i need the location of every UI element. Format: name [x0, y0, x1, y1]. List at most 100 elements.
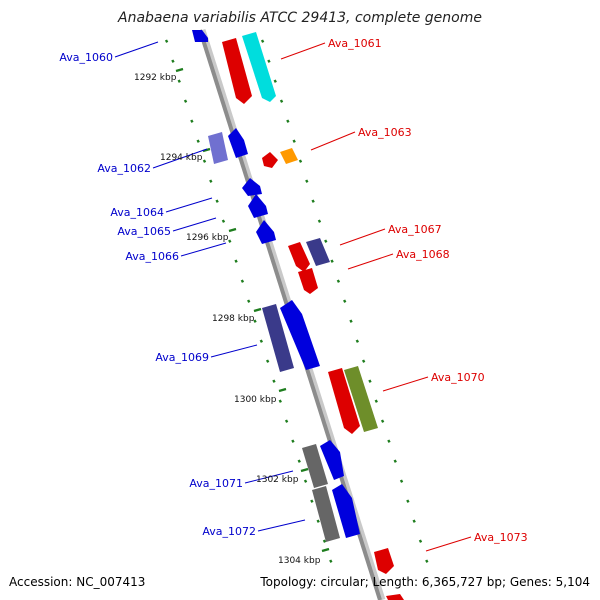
- gene-arrow[interactable]: [256, 220, 276, 244]
- gene-label[interactable]: Ava_1060: [59, 51, 113, 64]
- gene-arrow[interactable]: [242, 178, 262, 196]
- gene-arrow[interactable]: [306, 238, 330, 266]
- scale-tick: [253, 319, 257, 323]
- scale-tick: [336, 279, 341, 283]
- gene-label[interactable]: Ava_1062: [97, 162, 151, 175]
- scale-tick: [272, 379, 276, 383]
- gene-label[interactable]: Ava_1063: [358, 126, 412, 139]
- gene-label[interactable]: Ava_1073: [474, 531, 528, 544]
- gene-arrow[interactable]: [332, 484, 360, 538]
- gene-label[interactable]: Ava_1064: [110, 206, 164, 219]
- gene-arrow[interactable]: [280, 148, 298, 164]
- gene-arrow[interactable]: [262, 304, 294, 372]
- scale-tick: [240, 279, 245, 283]
- major-tick: [300, 467, 309, 473]
- scale-tick: [393, 459, 397, 463]
- scale-tick: [247, 299, 251, 303]
- gene-arrow[interactable]: [328, 368, 360, 434]
- scale-tick: [322, 539, 327, 543]
- gene-arrow[interactable]: [280, 300, 320, 370]
- scale-tick: [291, 439, 295, 443]
- scale-tick: [183, 99, 188, 103]
- scale-tick: [380, 419, 385, 423]
- leader-line: [180, 242, 227, 257]
- scale-tick: [355, 339, 360, 343]
- kbp-label: 1302 kbp: [256, 475, 299, 485]
- scale-tick: [260, 39, 265, 43]
- left-gene-labels: Ava_1060 Ava_1062 Ava_1064 Ava_1065 Ava_…: [59, 51, 256, 538]
- gene-label[interactable]: Ava_1069: [155, 351, 209, 364]
- gene-label[interactable]: Ava_1066: [125, 250, 179, 263]
- kbp-label: 1298 kbp: [212, 314, 255, 324]
- gene-arrow[interactable]: [248, 194, 268, 218]
- leader-line: [172, 217, 217, 232]
- gene-label[interactable]: Ava_1061: [328, 37, 382, 50]
- scale-tick: [279, 99, 284, 103]
- gene-arrow[interactable]: [344, 366, 378, 432]
- scale-tick: [330, 259, 334, 263]
- leader-line: [152, 148, 208, 169]
- scale-tick: [164, 39, 169, 43]
- genome-title: Anabaena variabilis ATCC 29413, complete…: [117, 10, 482, 26]
- scale-tick: [329, 559, 333, 563]
- scale-tick: [209, 179, 213, 183]
- scale-tick: [305, 179, 309, 183]
- gene-label[interactable]: Ava_1071: [189, 477, 243, 490]
- gene-arrow[interactable]: [312, 486, 340, 542]
- kbp-label: 1300 kbp: [234, 395, 277, 405]
- scale-tick: [190, 119, 194, 123]
- scale-tick: [418, 539, 423, 543]
- gene-arrow[interactable]: [302, 444, 328, 488]
- scale-tick: [215, 199, 219, 203]
- gene-arrow[interactable]: [320, 440, 344, 480]
- leader-line: [165, 197, 213, 213]
- scale-tick: [317, 219, 322, 223]
- gene-arrow[interactable]: [222, 38, 252, 104]
- scale-tick: [399, 479, 404, 483]
- scale-tick: [374, 399, 378, 403]
- gene-arrow[interactable]: [262, 152, 278, 168]
- scale-tick: [387, 439, 391, 443]
- scale-tick: [425, 559, 429, 563]
- gene-label[interactable]: Ava_1068: [396, 248, 450, 261]
- scale-tick: [177, 79, 181, 83]
- gene-arrows: [192, 30, 404, 600]
- gene-arrow[interactable]: [386, 594, 404, 600]
- scale-tick: [259, 339, 264, 343]
- gene-label[interactable]: Ava_1070: [431, 371, 485, 384]
- gene-arrow[interactable]: [288, 242, 310, 272]
- major-tick: [253, 307, 262, 313]
- scale-tick: [284, 419, 289, 423]
- scale-tick: [265, 359, 270, 363]
- kbp-label: 1292 kbp: [134, 73, 177, 83]
- scale-tick: [368, 379, 372, 383]
- label-leaders: [114, 41, 472, 552]
- gene-arrow[interactable]: [228, 128, 248, 158]
- gene-arrow[interactable]: [208, 132, 228, 164]
- gene-label[interactable]: Ava_1067: [388, 223, 442, 236]
- scale-tick: [316, 519, 320, 523]
- scale-tick: [324, 239, 328, 243]
- scale-tick: [349, 319, 353, 323]
- scale-tick: [311, 199, 315, 203]
- leader-line: [310, 131, 356, 151]
- scale-tick: [343, 299, 347, 303]
- scale-tick: [221, 219, 226, 223]
- kbp-labels: 1292 kbp 1294 kbp 1296 kbp 1298 kbp 1300…: [134, 73, 321, 566]
- scale-tick: [171, 59, 175, 63]
- scale-tick: [278, 399, 282, 403]
- topology-text: Topology: circular; Length: 6,365,727 bp…: [259, 575, 590, 589]
- scale-tick: [228, 239, 232, 243]
- gene-arrow[interactable]: [374, 548, 394, 574]
- major-tick: [321, 547, 330, 553]
- gene-label[interactable]: Ava_1072: [202, 525, 256, 538]
- scale-tick: [303, 479, 308, 483]
- gene-label[interactable]: Ava_1065: [117, 225, 171, 238]
- major-tick: [278, 387, 287, 393]
- major-tick: [228, 227, 237, 233]
- gene-arrow[interactable]: [242, 32, 276, 102]
- gene-arrow[interactable]: [298, 268, 318, 294]
- gene-arrow[interactable]: [192, 30, 208, 42]
- scale-tick: [412, 519, 416, 523]
